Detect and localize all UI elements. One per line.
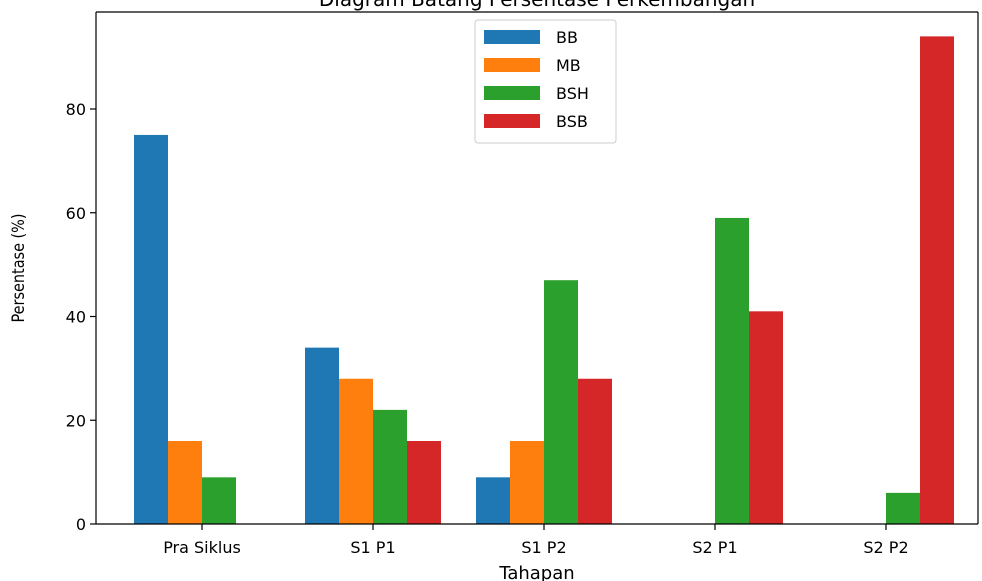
bar-mb-pra-siklus — [168, 441, 202, 524]
y-tick-label: 60 — [66, 204, 86, 223]
x-tick-label: Pra Siklus — [163, 538, 241, 557]
legend-swatch-bb — [484, 30, 540, 44]
bar-bsb-s2-p2 — [920, 36, 954, 524]
bar-bb-pra-siklus — [134, 134, 168, 524]
x-tick-label: S2 P1 — [692, 538, 737, 557]
bars-layer — [134, 36, 954, 524]
y-tick-label: 0 — [76, 515, 86, 534]
bar-bsh-s2-p1 — [715, 217, 749, 524]
legend: BB MB BSH BSB — [474, 19, 617, 144]
bar-mb-s1-p2 — [510, 441, 544, 524]
legend-box — [474, 19, 617, 144]
x-tick-label: S2 P2 — [863, 538, 908, 557]
legend-swatch-bsh — [484, 86, 540, 100]
bar-bsb-s1-p2 — [578, 378, 612, 524]
axes-layer — [95, 11, 979, 525]
x-tick-label: S1 P2 — [521, 538, 566, 557]
legend-swatch-mb — [484, 58, 540, 72]
x-tick-label: S1 P1 — [350, 538, 395, 557]
y-tick-label: 40 — [66, 308, 86, 327]
legend-label-bsb: BSB — [556, 112, 588, 131]
y-axis-title: Persentase (%) — [8, 213, 28, 322]
bar-bsh-s1-p2 — [544, 280, 578, 524]
chart-title: Diagram Batang Persentase Perkembangan — [319, 0, 755, 11]
y-tick-label: 80 — [66, 100, 86, 119]
bar-bsh-s2-p2 — [886, 492, 920, 524]
x-axis-title: Tahapan — [498, 563, 574, 581]
bar-bsb-s1-p1 — [407, 441, 441, 524]
bar-bb-s1-p2 — [476, 477, 510, 524]
legend-label-bsh: BSH — [556, 84, 589, 103]
legend-swatch-bsb — [484, 114, 540, 128]
ticks-layer: 0 20 40 60 80 Pra Siklus S1 P1 S1 P2 S2 P1 S2 P2 — [66, 100, 909, 557]
y-tick-label: 20 — [66, 411, 86, 430]
legend-label-mb: MB — [556, 56, 581, 75]
bar-bsh-s1-p1 — [373, 409, 407, 524]
bar-mb-s1-p1 — [339, 378, 373, 524]
bar-bsb-s2-p1 — [749, 311, 783, 524]
bar-bb-s1-p1 — [305, 347, 339, 524]
legend-label-bb: BB — [556, 28, 578, 47]
bar-bsh-pra-siklus — [202, 477, 236, 524]
